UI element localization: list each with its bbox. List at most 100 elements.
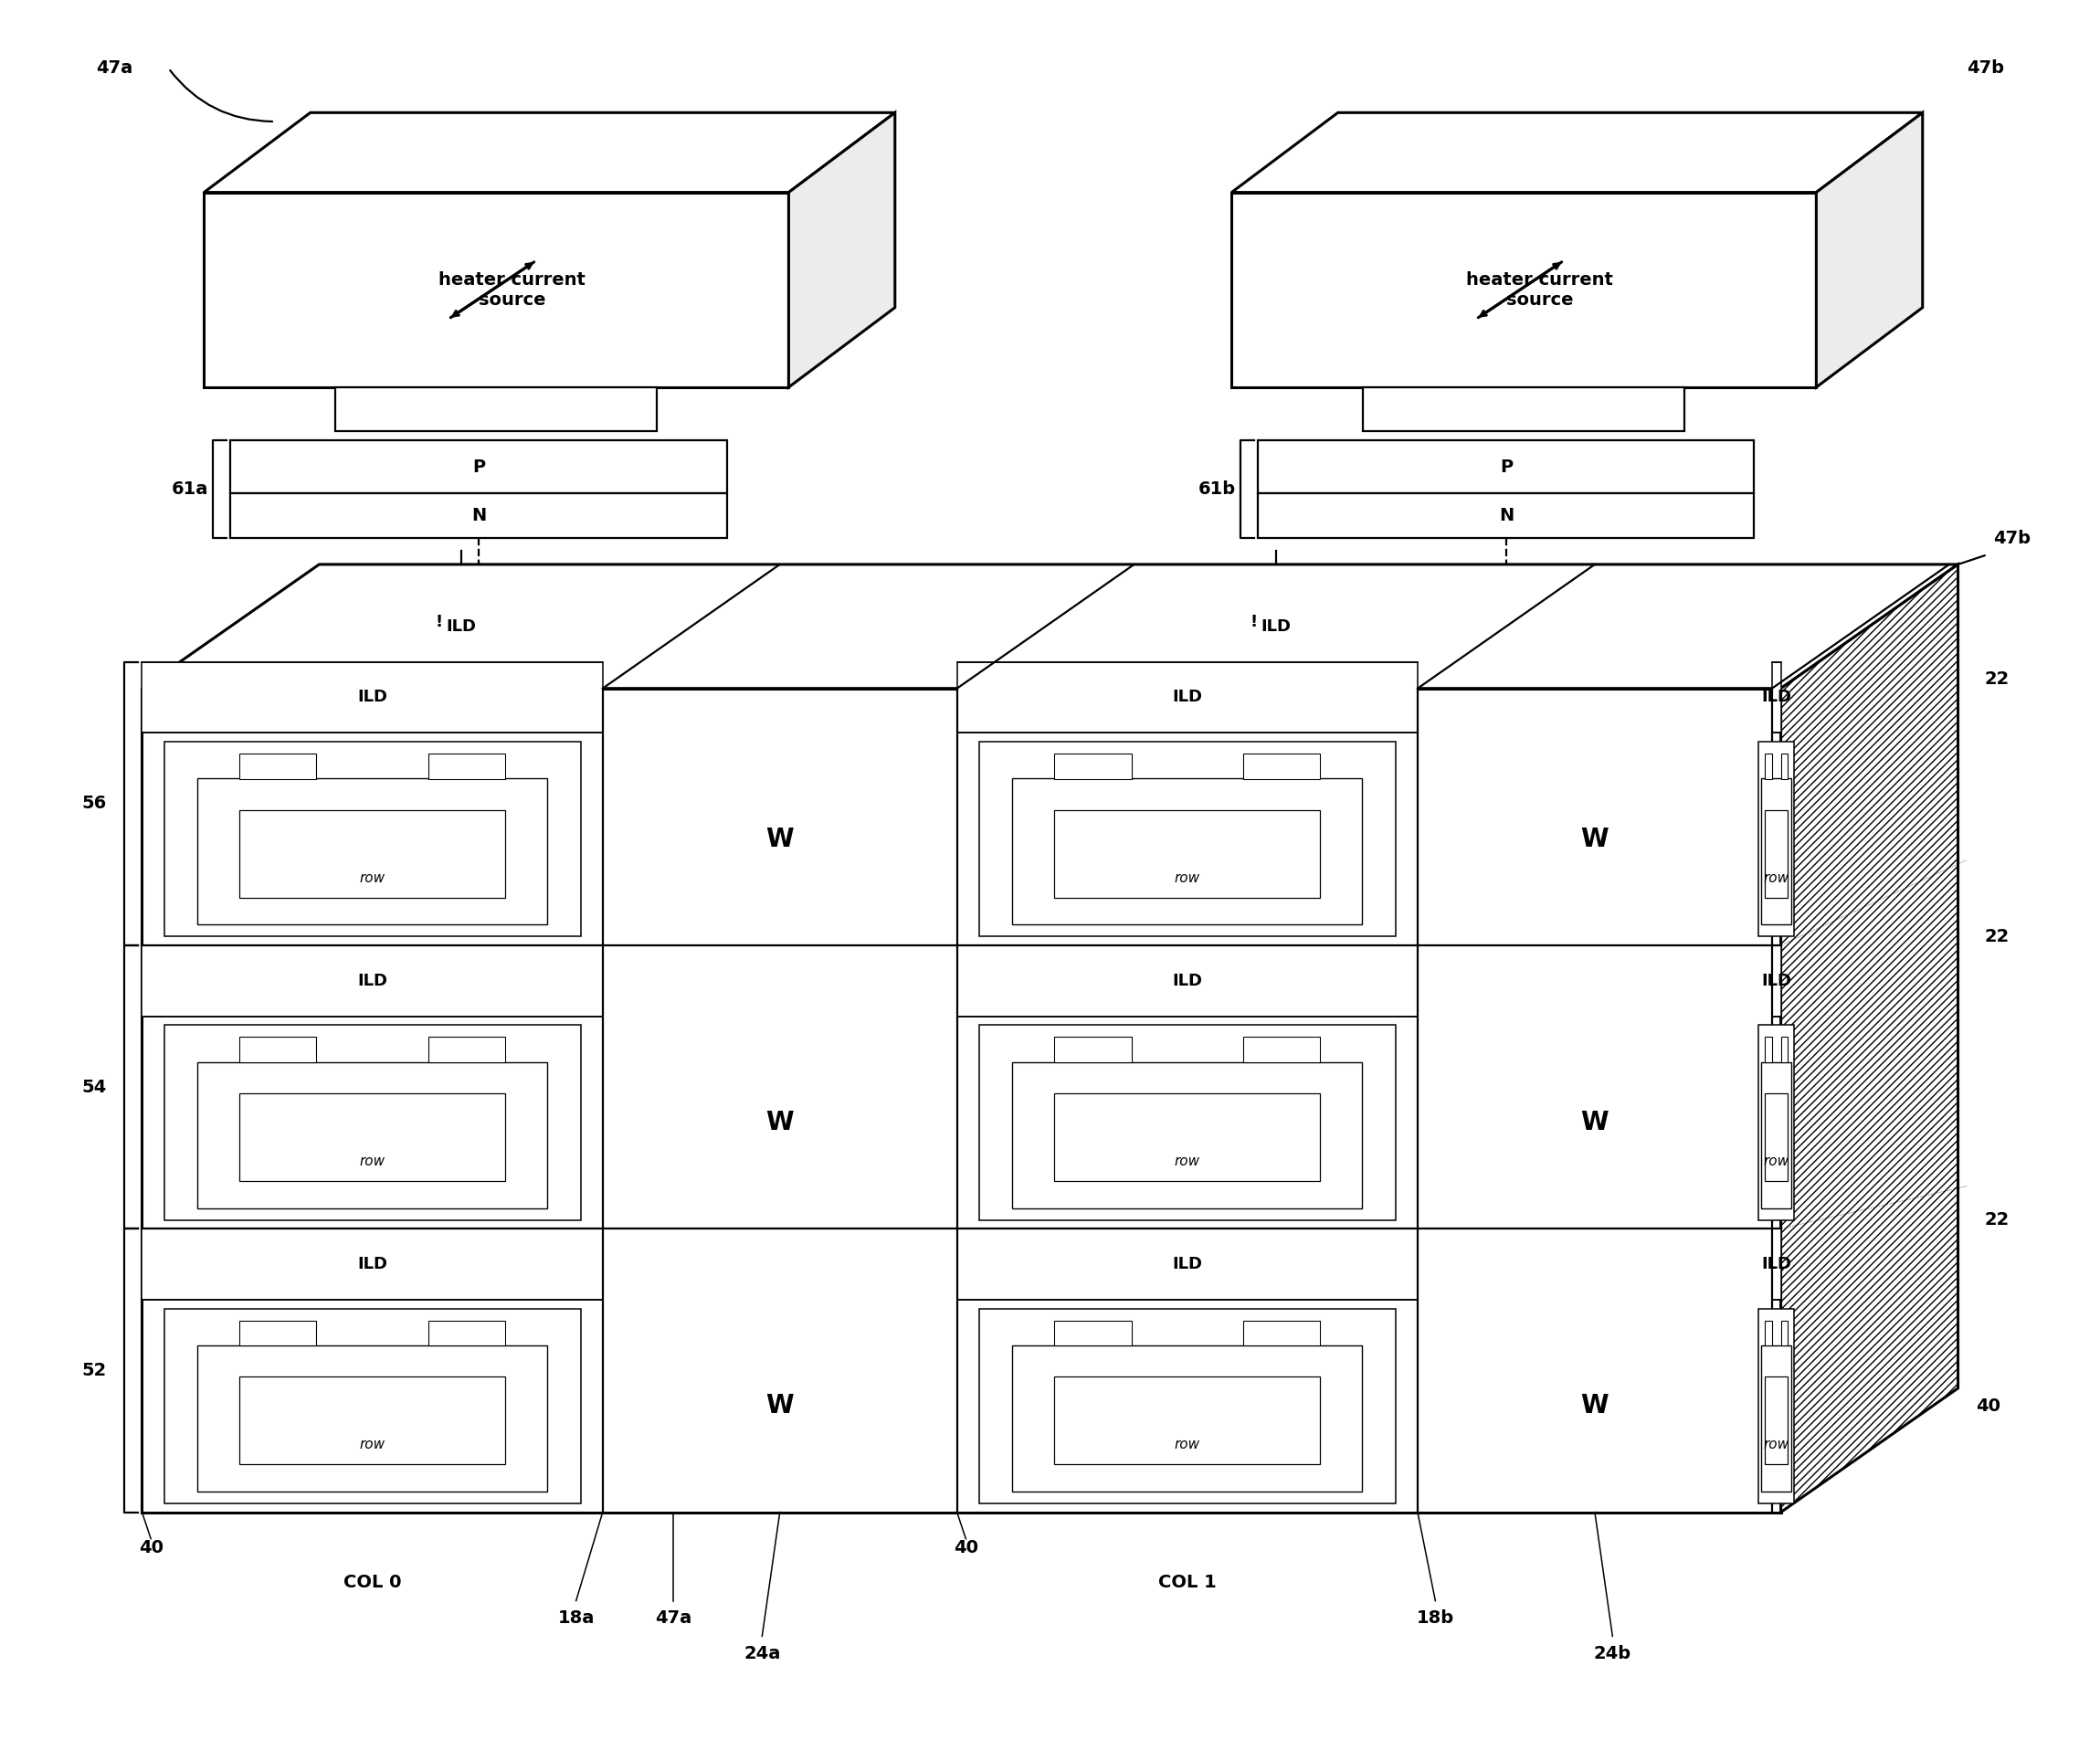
Polygon shape — [1766, 1037, 1772, 1063]
Polygon shape — [1243, 1321, 1321, 1345]
Text: row: row — [359, 1437, 384, 1451]
Polygon shape — [428, 1037, 506, 1063]
Text: 47b: 47b — [1993, 529, 2031, 546]
Polygon shape — [1012, 778, 1363, 924]
Text: ILD: ILD — [1762, 1256, 1791, 1272]
Text: 22: 22 — [1984, 672, 2010, 689]
Polygon shape — [1781, 1037, 1787, 1063]
Polygon shape — [164, 1025, 580, 1220]
Polygon shape — [428, 753, 506, 780]
Polygon shape — [164, 1308, 580, 1503]
Text: W: W — [1581, 1394, 1609, 1418]
Text: ILD: ILD — [1172, 689, 1203, 705]
Text: 47a: 47a — [655, 1610, 691, 1627]
Polygon shape — [1758, 741, 1793, 936]
Polygon shape — [1781, 564, 1957, 1512]
Text: heater current
source: heater current source — [1466, 271, 1613, 308]
Text: 24a: 24a — [743, 1644, 781, 1662]
Text: row: row — [359, 1155, 384, 1168]
Polygon shape — [231, 440, 727, 494]
Polygon shape — [1258, 440, 1754, 494]
Text: 61a: 61a — [172, 480, 208, 498]
Text: W: W — [1581, 826, 1609, 853]
Text: N: N — [1499, 506, 1514, 524]
Text: row: row — [1174, 1437, 1201, 1451]
Polygon shape — [1772, 945, 1781, 1016]
Polygon shape — [1816, 113, 1924, 388]
Text: row: row — [1174, 872, 1201, 886]
Text: W: W — [1581, 1110, 1609, 1134]
Polygon shape — [143, 689, 1781, 1512]
Polygon shape — [1231, 193, 1816, 388]
Polygon shape — [1772, 661, 1781, 733]
Polygon shape — [1766, 1321, 1772, 1345]
Polygon shape — [1258, 494, 1754, 538]
Polygon shape — [1054, 1376, 1321, 1465]
Polygon shape — [1054, 753, 1132, 780]
Polygon shape — [143, 564, 1957, 689]
Polygon shape — [958, 1228, 1418, 1300]
Text: 47a: 47a — [97, 59, 132, 77]
Polygon shape — [239, 1321, 317, 1345]
Text: 22: 22 — [1984, 1211, 2010, 1228]
Polygon shape — [1054, 1093, 1321, 1181]
Polygon shape — [231, 494, 727, 538]
Polygon shape — [197, 1061, 548, 1208]
Text: 52: 52 — [82, 1362, 107, 1380]
Text: !: ! — [435, 614, 443, 630]
Polygon shape — [197, 778, 548, 924]
Text: ILD: ILD — [1762, 689, 1791, 705]
Polygon shape — [164, 741, 580, 936]
Text: 22: 22 — [1984, 927, 2010, 945]
Polygon shape — [958, 945, 1418, 1016]
Polygon shape — [1012, 1345, 1363, 1491]
Text: 54: 54 — [82, 1079, 107, 1096]
Text: W: W — [766, 1394, 794, 1418]
Text: ILD: ILD — [1172, 1256, 1203, 1272]
Polygon shape — [979, 1025, 1396, 1220]
Polygon shape — [1363, 388, 1684, 432]
Polygon shape — [1766, 809, 1787, 898]
Polygon shape — [1054, 1037, 1132, 1063]
Text: row: row — [1174, 1155, 1201, 1168]
Text: ILD: ILD — [1260, 618, 1292, 635]
Text: 61b: 61b — [1199, 480, 1237, 498]
Text: COL 1: COL 1 — [1159, 1575, 1216, 1592]
Text: heater current
source: heater current source — [439, 271, 586, 308]
Text: 40: 40 — [953, 1538, 979, 1556]
Text: P: P — [1499, 458, 1512, 475]
Text: ILD: ILD — [357, 973, 386, 988]
Text: 56: 56 — [82, 795, 107, 813]
Polygon shape — [143, 661, 603, 733]
Polygon shape — [1012, 1061, 1363, 1208]
Polygon shape — [1054, 809, 1321, 898]
Polygon shape — [1758, 1025, 1793, 1220]
Polygon shape — [1054, 1321, 1132, 1345]
Polygon shape — [1781, 753, 1787, 780]
Polygon shape — [1766, 753, 1772, 780]
Text: ILD: ILD — [1172, 973, 1203, 988]
Text: W: W — [766, 826, 794, 853]
Text: 40: 40 — [139, 1538, 164, 1556]
Polygon shape — [1772, 1228, 1781, 1300]
Polygon shape — [239, 1037, 317, 1063]
Polygon shape — [1766, 1376, 1787, 1465]
Text: 47b: 47b — [1968, 59, 2003, 77]
Polygon shape — [1762, 778, 1791, 924]
Text: 40: 40 — [1976, 1397, 2001, 1415]
Text: ILD: ILD — [357, 1256, 386, 1272]
Polygon shape — [1758, 1308, 1793, 1503]
Polygon shape — [1243, 753, 1321, 780]
Polygon shape — [1231, 113, 1924, 193]
Text: ILD: ILD — [1762, 973, 1791, 988]
Polygon shape — [239, 753, 317, 780]
Text: N: N — [470, 506, 485, 524]
Polygon shape — [1243, 1037, 1321, 1063]
Polygon shape — [1766, 1093, 1787, 1181]
Polygon shape — [197, 1345, 548, 1491]
Polygon shape — [143, 1228, 603, 1300]
Polygon shape — [958, 661, 1418, 733]
Polygon shape — [1781, 1321, 1787, 1345]
Text: 24b: 24b — [1594, 1644, 1632, 1662]
Text: row: row — [359, 872, 384, 886]
